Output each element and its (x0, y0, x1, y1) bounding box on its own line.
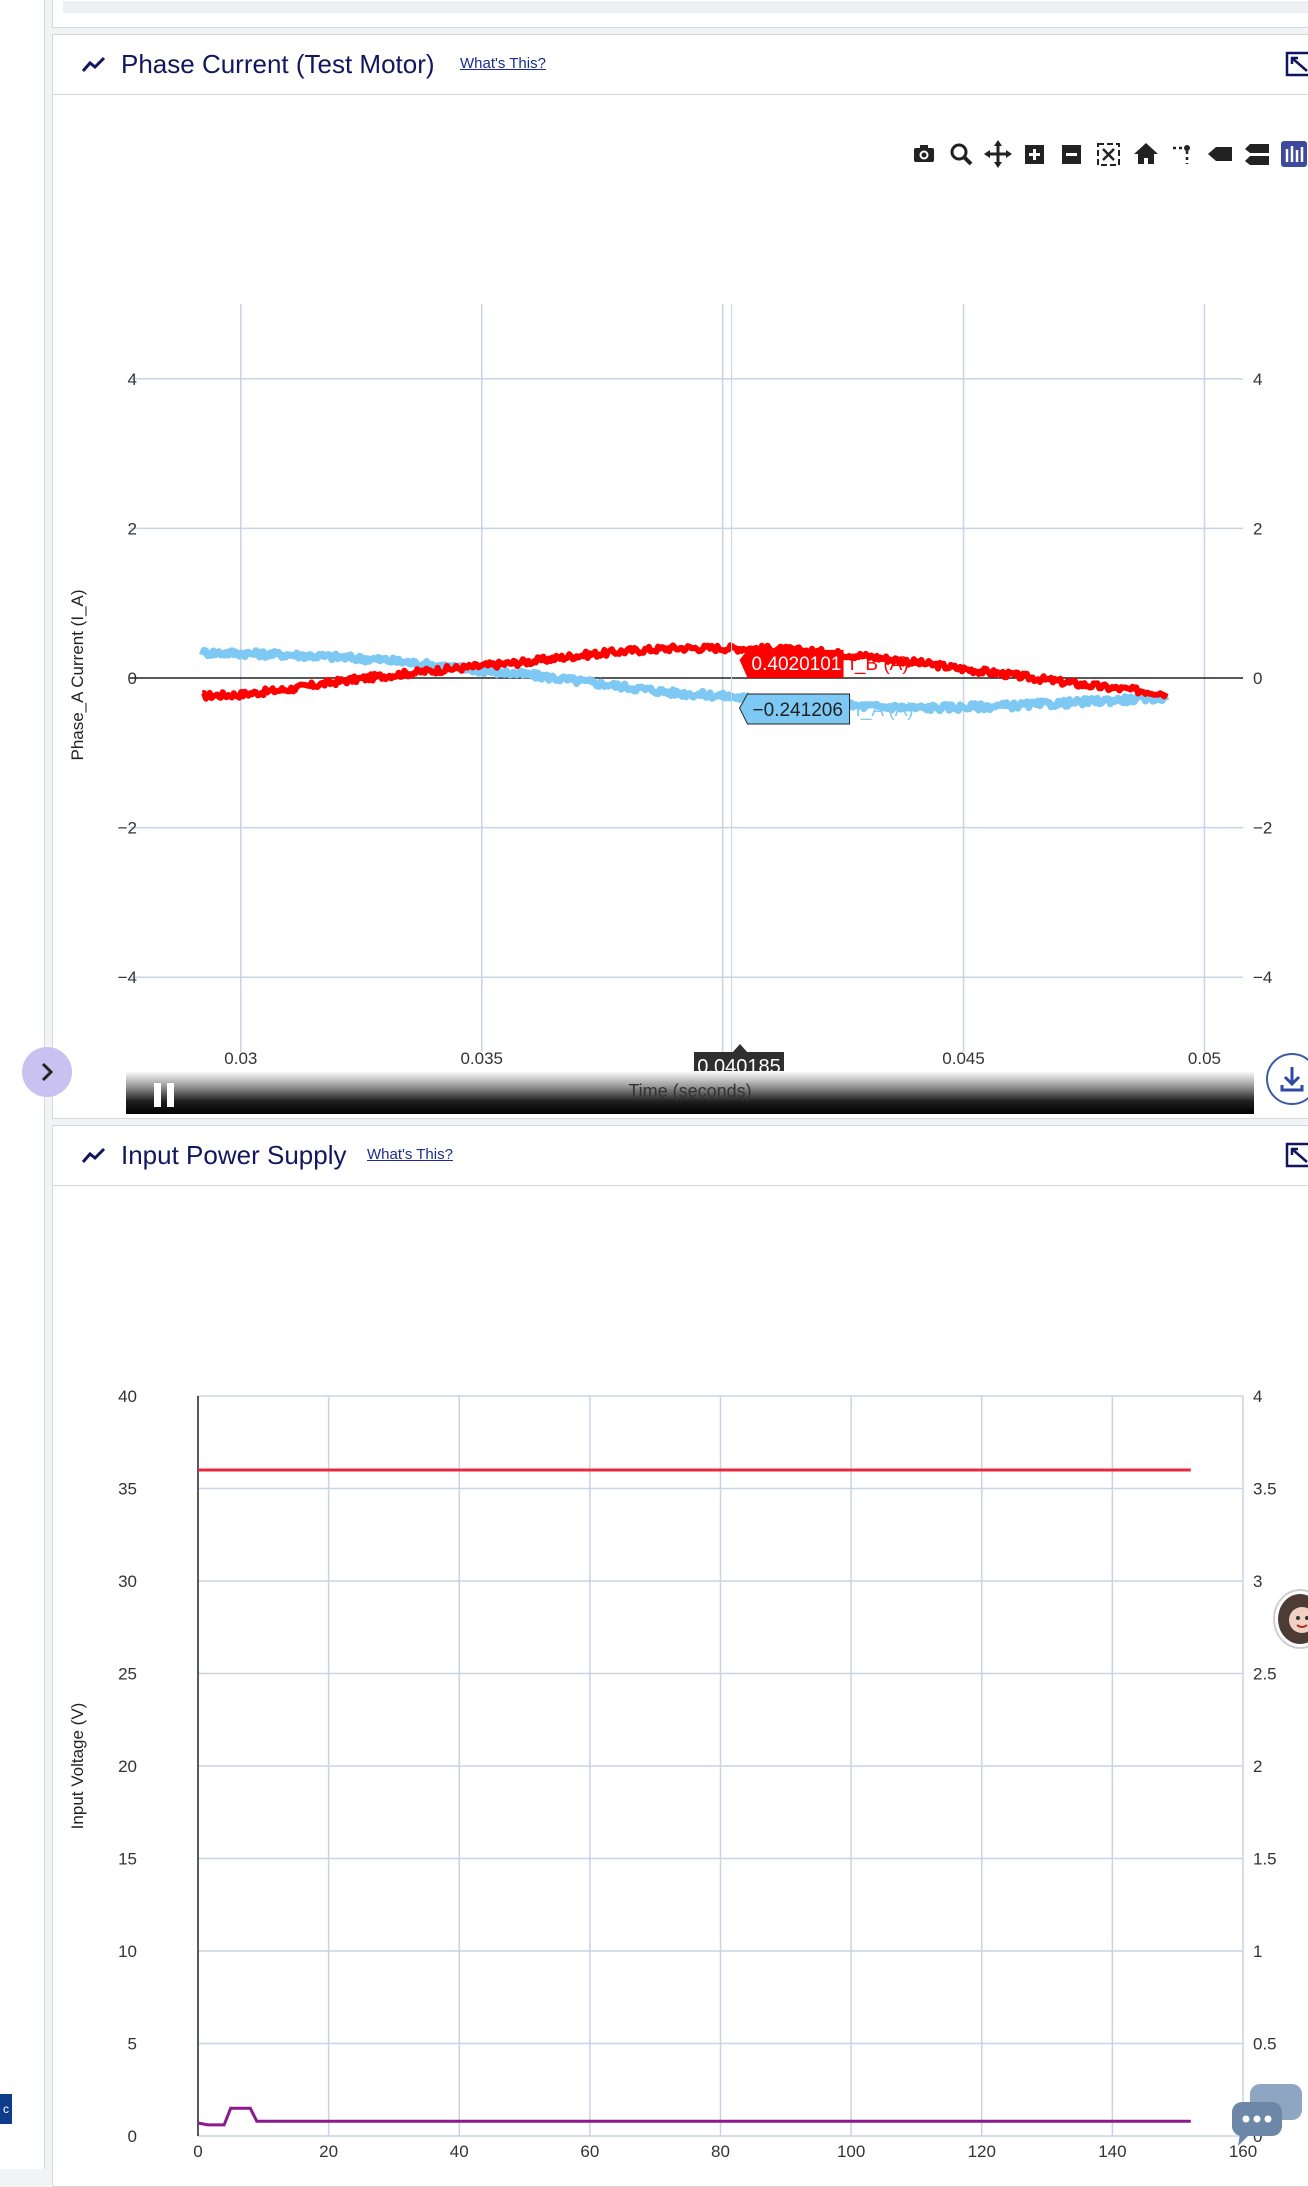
zoom-in-icon[interactable] (1019, 137, 1051, 171)
hover-compare-icon[interactable] (1241, 137, 1273, 171)
expand-icon[interactable] (1285, 49, 1308, 79)
y-tick-label: 5 (128, 2035, 137, 2054)
ib-hover-series-name: I_B (A) (850, 654, 909, 675)
y2-tick-label: 4 (1253, 370, 1262, 389)
y2-tick-label: 1.5 (1253, 1850, 1277, 1869)
y2-tick-label: 3.5 (1253, 1480, 1277, 1499)
line-chart-icon (81, 56, 106, 72)
current-series-line (197, 2106, 1191, 2127)
previous-panel-stub (52, 0, 1308, 28)
hover-closest-icon[interactable] (1204, 137, 1236, 171)
left-badge: c (0, 2094, 12, 2124)
x-tick-label: 140 (1098, 2142, 1126, 2161)
ia-hover-box (738, 693, 851, 725)
chat-bubbles-icon[interactable] (1228, 2080, 1308, 2150)
input-power-chart: 0 20 40 60 80 100 120 140 160051015202530354000.… (68, 1387, 1277, 2161)
ib-hover-value: 0.4020101 (752, 654, 842, 675)
plotly-logo-icon[interactable] (1278, 137, 1308, 171)
y2-tick-label: 2 (1253, 519, 1262, 538)
assistant-avatar[interactable] (1275, 1591, 1308, 1647)
y-tick-label: 40 (118, 1387, 137, 1406)
input-power-panel: Input Power Supply What's This? 0 20 40 60 8… (52, 1125, 1308, 2187)
y-tick-label: −4 (118, 968, 137, 987)
y2-tick-label: 2.5 (1253, 1665, 1277, 1684)
y2-tick-label: 1 (1253, 1942, 1262, 1961)
playback-bar: Time (seconds) (126, 1071, 1254, 1114)
y2-tick-label: 3 (1253, 1572, 1262, 1591)
y-tick-label: 35 (118, 1480, 137, 1499)
x-tick-label: 0.035 (460, 1049, 503, 1068)
y-tick-label: 30 (118, 1572, 137, 1591)
y-tick-label: 2 (128, 519, 137, 538)
y2-tick-label: 4 (1253, 1387, 1262, 1406)
y-axis-title: Input Voltage (V) (68, 1703, 87, 1830)
power-whats-this-link[interactable]: What's This? (367, 1146, 453, 1163)
ia-hover-value: −0.241206 (753, 700, 843, 721)
y-tick-label: 4 (128, 370, 137, 389)
pause-button[interactable] (154, 1083, 178, 1107)
x-tick-label: 0.03 (224, 1049, 257, 1068)
x-tick-label: 120 (968, 2142, 996, 2161)
y2-tick-label: 0 (1253, 669, 1262, 688)
y-tick-label: 10 (118, 1942, 137, 1961)
x-tick-label: 0.045 (942, 1049, 985, 1068)
y-tick-label: 25 (118, 1665, 137, 1684)
y2-tick-label: −4 (1253, 968, 1272, 987)
series-line-ia (199, 646, 1170, 715)
power-panel-header: Input Power Supply What's This? (53, 1126, 1308, 1186)
expand-icon[interactable] (1285, 1140, 1308, 1170)
line-chart-icon (81, 1147, 106, 1163)
ib-hover-box (739, 649, 844, 678)
phase-x-axis-title: Time (seconds) (628, 1081, 752, 1101)
download-icon (1280, 1067, 1304, 1092)
y-tick-label: −2 (118, 819, 137, 838)
phase-current-panel: Phase Current (Test Motor) What's This? … (52, 34, 1308, 1119)
autoscale-icon[interactable] (1093, 137, 1125, 171)
y-tick-label: 0 (128, 2127, 137, 2146)
y2-tick-label: 2 (1253, 1757, 1262, 1776)
x-tick-label: 100 (837, 2142, 865, 2161)
y-tick-label: 15 (118, 1850, 137, 1869)
x-hover-arrow (732, 1044, 748, 1053)
phase-panel-header: Phase Current (Test Motor) What's This? (53, 35, 1308, 95)
chevron-right-icon (41, 1062, 54, 1082)
phase-panel-title: Phase Current (Test Motor) (121, 49, 435, 79)
sidebar-toggle-button[interactable] (22, 1047, 72, 1097)
reset-axes-icon[interactable] (1130, 137, 1162, 171)
zoom-icon[interactable] (945, 137, 977, 171)
x-tick-label: 40 (450, 2142, 469, 2161)
x-tick-label: 0.05 (1188, 1049, 1221, 1068)
x-tick-label: 60 (580, 2142, 599, 2161)
x-tick-label: 160 (1229, 2142, 1257, 2161)
x-tick-label: 80 (711, 2142, 730, 2161)
x-tick-label: 0 (193, 2142, 202, 2161)
download-button[interactable] (1266, 1053, 1308, 1105)
avatar-face-icon (1289, 1607, 1308, 1633)
spike-lines-icon[interactable] (1167, 137, 1199, 171)
ia-hover-series-name: I_A (A) (856, 700, 914, 721)
y2-tick-label: 0.5 (1253, 2035, 1277, 2054)
power-panel-title: Input Power Supply (121, 1140, 347, 1170)
y2-tick-label: −2 (1253, 819, 1272, 838)
x-tick-label: 20 (319, 2142, 338, 2161)
y-tick-label: 20 (118, 1757, 137, 1776)
series-line-ib (201, 642, 1169, 702)
camera-icon[interactable] (908, 137, 940, 171)
phase-whats-this-link[interactable]: What's This? (460, 55, 546, 72)
pan-icon[interactable] (982, 137, 1014, 171)
y-axis-title: Phase_A Current (I_A) (68, 589, 87, 760)
y2-tick-label: 0 (1253, 2127, 1262, 2146)
phase-current-chart: 0.030.0350.040.0450.05−4−4−2−2002244Phas… (68, 304, 1272, 1068)
zoom-out-icon[interactable] (1056, 137, 1088, 171)
